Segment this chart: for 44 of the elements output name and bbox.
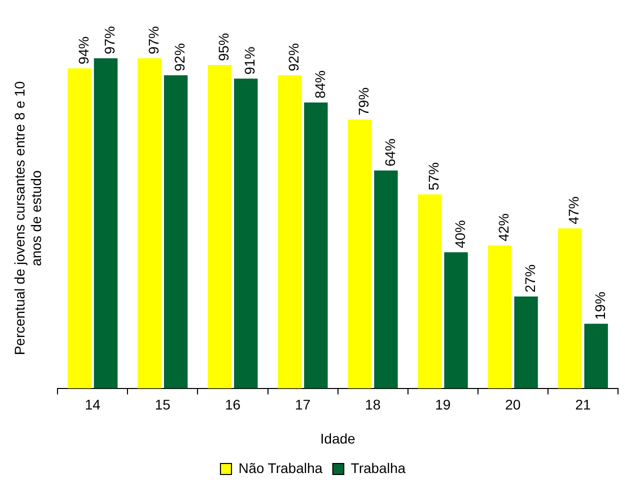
data-label: 27%	[522, 264, 538, 292]
x-tick-label: 14	[84, 396, 101, 413]
bar	[304, 102, 328, 388]
x-tick-label: 18	[365, 396, 381, 413]
data-label: 91%	[242, 46, 258, 75]
bar	[138, 58, 162, 388]
bar	[164, 75, 188, 388]
bar	[488, 245, 512, 388]
x-tick-label: 20	[505, 396, 521, 413]
data-label: 19%	[592, 292, 608, 320]
x-tick-label: 21	[575, 396, 591, 413]
y-axis-title: Percentual de jovens cursantes entre 8 e 10 anos de estudo	[11, 81, 44, 356]
bar	[558, 228, 582, 388]
data-label: 92%	[286, 43, 302, 72]
data-label: 97%	[102, 26, 118, 54]
legend-label: Não Trabalha	[238, 460, 323, 476]
bar	[514, 296, 538, 388]
data-label: 47%	[566, 196, 582, 224]
x-tick-label: 16	[224, 396, 241, 413]
bar	[374, 170, 398, 388]
bar	[418, 194, 442, 388]
data-label: 92%	[172, 43, 188, 72]
bar	[444, 252, 468, 388]
x-tick-label: 17	[294, 396, 311, 413]
x-axis-title: Idade	[320, 430, 356, 446]
bar	[208, 65, 232, 388]
data-label: 79%	[356, 87, 372, 116]
data-label: 94%	[75, 36, 92, 64]
data-label: 84%	[312, 70, 328, 98]
bar	[584, 324, 608, 388]
bar	[348, 119, 372, 388]
data-label: 97%	[145, 26, 162, 54]
data-label: 64%	[382, 138, 398, 167]
bar	[234, 78, 258, 388]
data-label: 42%	[496, 213, 512, 242]
bar	[68, 68, 92, 388]
data-label: 40%	[452, 220, 468, 248]
x-tick-label: 19	[435, 396, 451, 413]
legend-label: Trabalha	[350, 460, 406, 476]
x-tick-label: 15	[154, 396, 171, 413]
data-label: 95%	[215, 32, 232, 62]
bar	[94, 58, 118, 388]
bar	[278, 75, 302, 388]
data-label: 57%	[426, 162, 442, 190]
